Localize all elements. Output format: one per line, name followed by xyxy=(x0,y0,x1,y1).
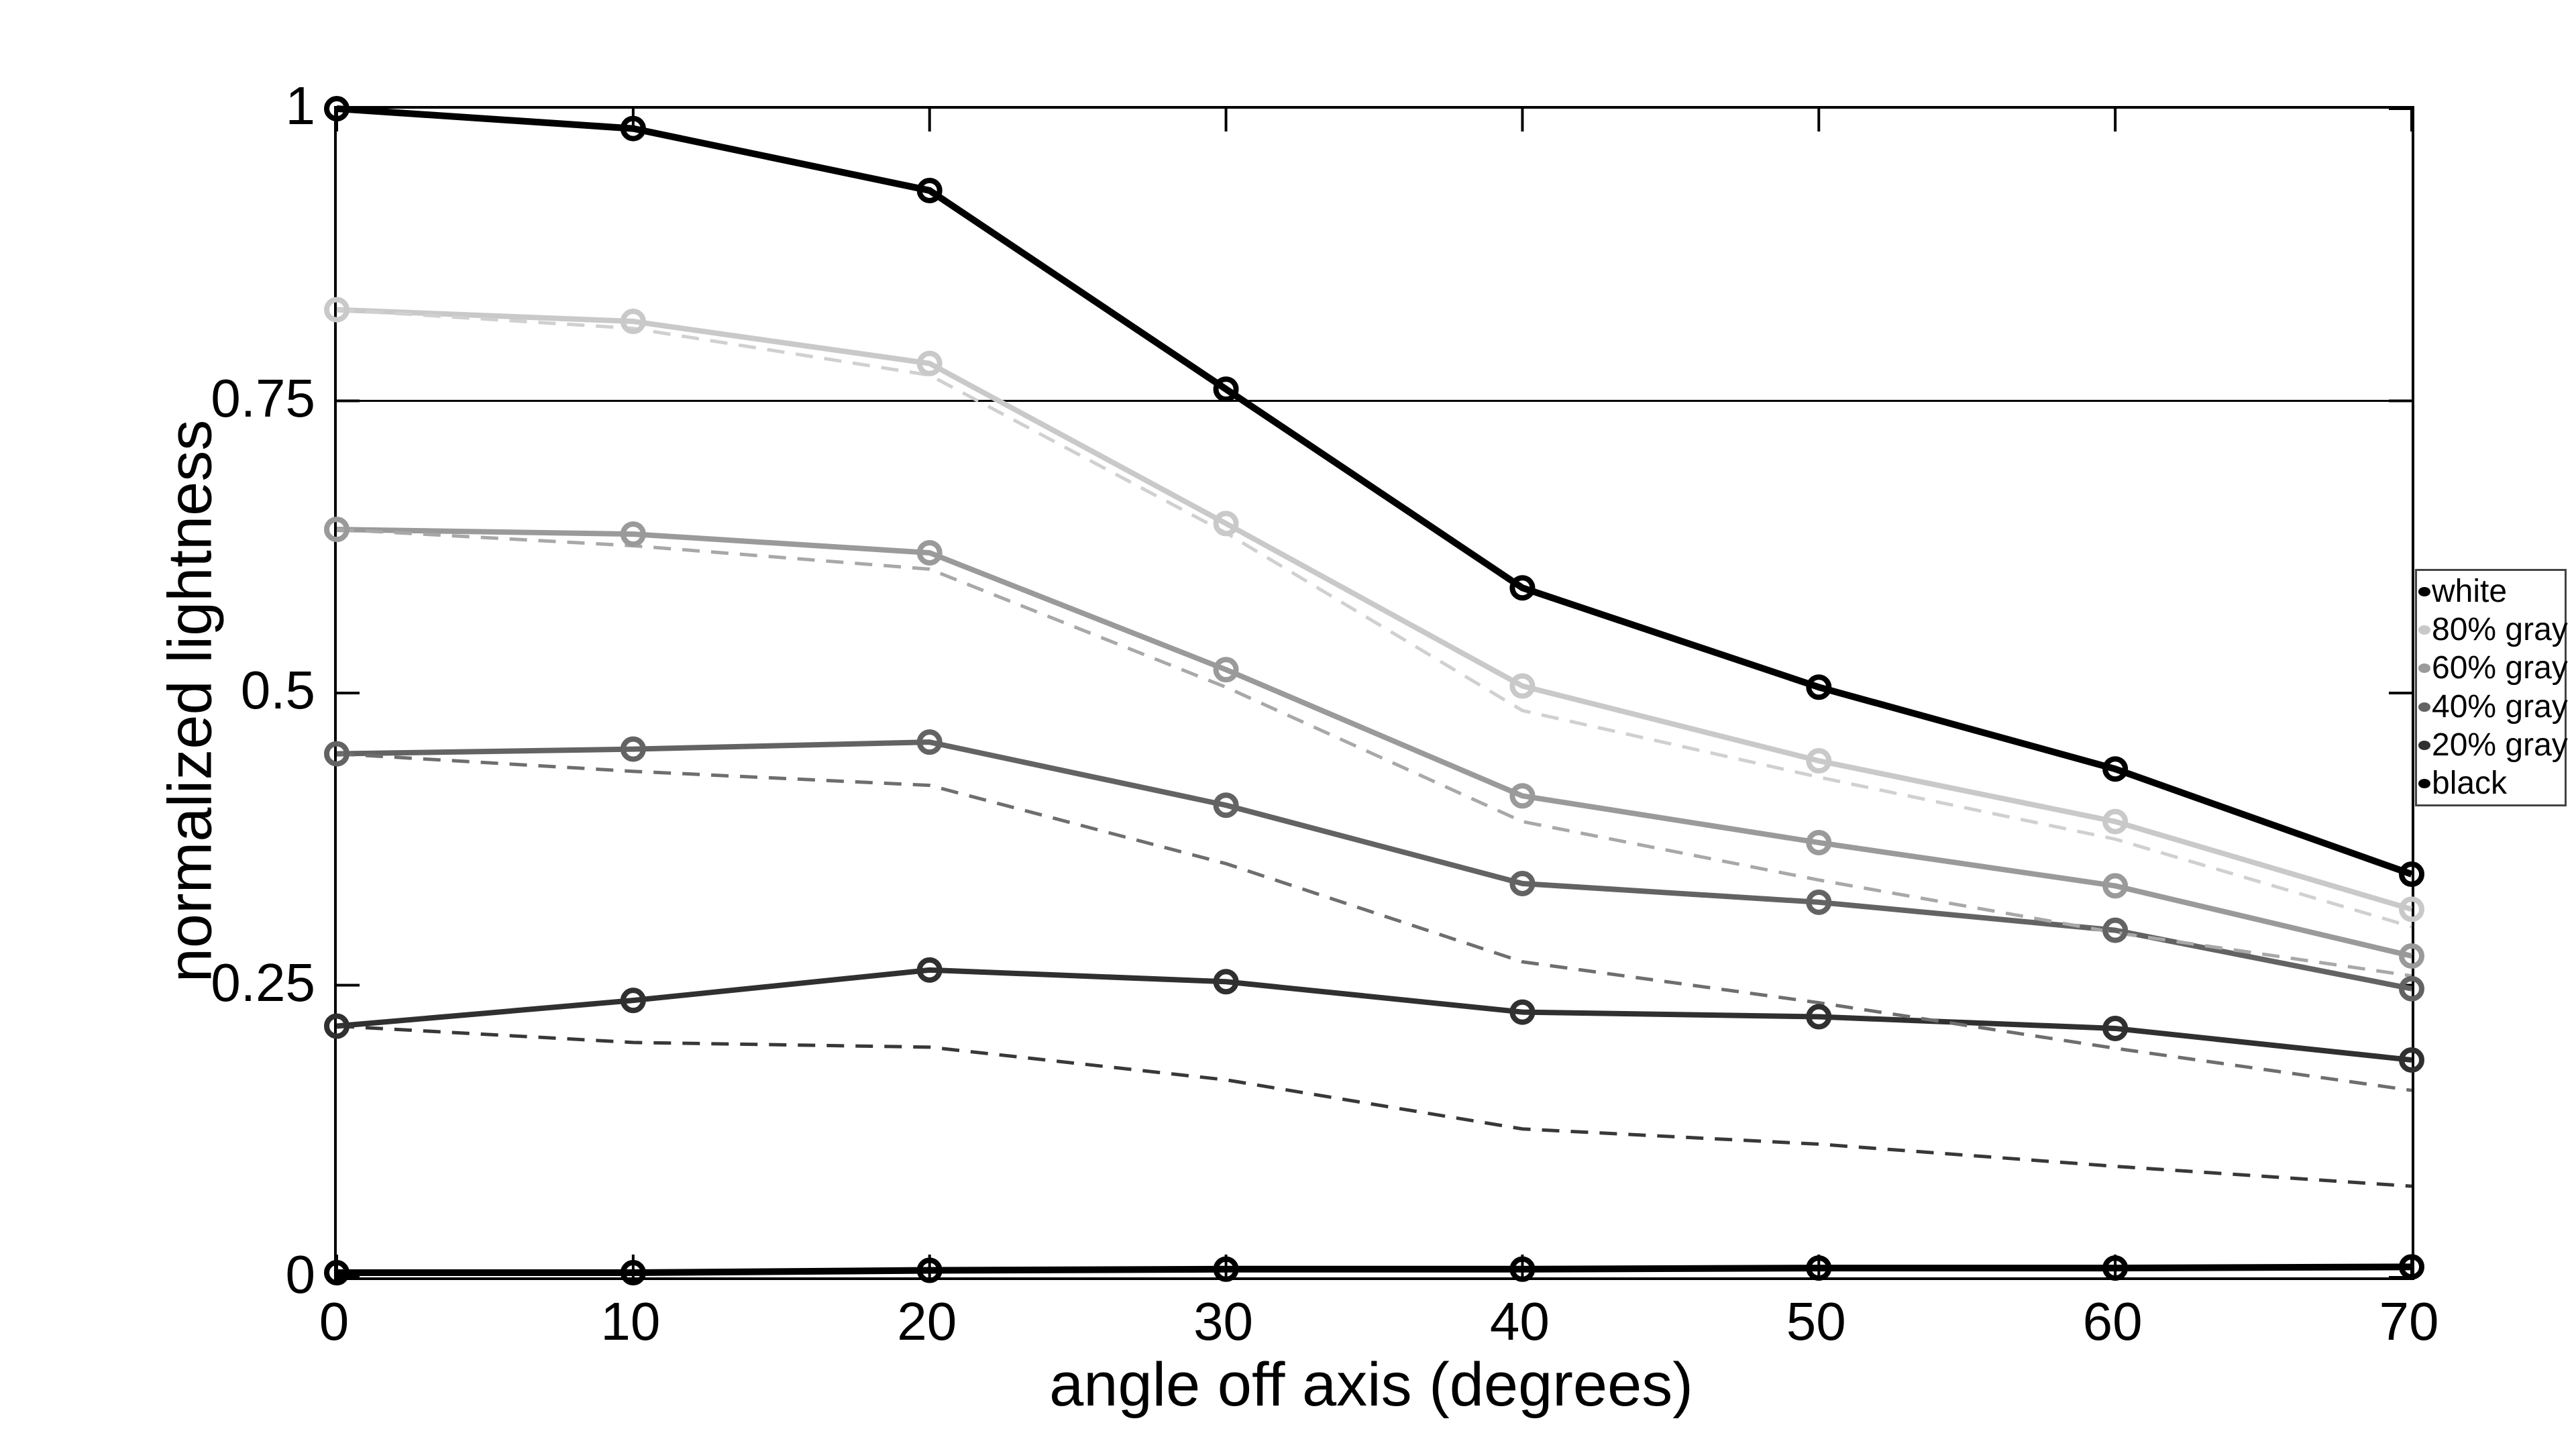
series-line-black xyxy=(337,1263,2412,1277)
legend-marker-icon xyxy=(2418,740,2430,750)
x-tick-label-40: 40 xyxy=(1489,1291,1550,1351)
x-tick-label-0: 0 xyxy=(319,1291,350,1351)
legend-marker-icon xyxy=(2418,586,2430,596)
marker-20-gray xyxy=(324,1013,350,1039)
marker-80-gray xyxy=(1806,748,1832,774)
legend-label: 80% gray xyxy=(2432,611,2568,647)
marker-60-gray xyxy=(1213,657,1239,683)
marker-80-gray xyxy=(916,350,943,376)
x-tick-label-10: 10 xyxy=(600,1291,661,1351)
legend-item-black: black xyxy=(2418,765,2565,803)
marker-20-gray xyxy=(620,988,646,1014)
marker-60-gray xyxy=(1509,783,1536,809)
marker-black xyxy=(620,1260,646,1286)
x-tick-label-60: 60 xyxy=(2082,1291,2143,1351)
marker-60-gray xyxy=(2102,873,2129,899)
marker-20-gray xyxy=(916,957,943,983)
x-tick-label-50: 50 xyxy=(1786,1291,1846,1351)
y-tick-label-0: 0 xyxy=(285,1244,316,1304)
x-tick-label-70: 70 xyxy=(2379,1291,2439,1351)
marker-black xyxy=(324,1260,350,1286)
legend-item-40-gray: 40% gray xyxy=(2418,688,2568,726)
marker-80-gray xyxy=(620,309,646,335)
y-tick-label-1: 1 xyxy=(285,76,316,136)
marker-60-gray xyxy=(620,521,646,547)
marker-20-gray xyxy=(1806,1004,1832,1030)
marker-80-gray xyxy=(2399,896,2424,922)
marker-40-gray xyxy=(2102,917,2129,943)
marker-white xyxy=(324,96,350,121)
plot-area xyxy=(324,96,2424,1286)
legend-marker-icon xyxy=(2418,779,2430,789)
marker-40-gray xyxy=(1509,870,1536,896)
dashed-line-80-gray-dashed- xyxy=(336,308,2412,929)
chart-canvas xyxy=(324,96,2424,1286)
dashed-line-20-gray-dashed- xyxy=(336,1024,2412,1188)
y-tick-label-0_75: 0.75 xyxy=(211,368,315,428)
marker-black xyxy=(2102,1255,2129,1281)
marker-40-gray xyxy=(620,736,646,762)
legend-label: white xyxy=(2432,573,2508,609)
marker-40-gray xyxy=(2399,975,2424,1002)
marker-80-gray xyxy=(324,297,350,323)
legend-marker-icon xyxy=(2418,664,2430,674)
x-tick-label-20: 20 xyxy=(897,1291,957,1351)
marker-60-gray xyxy=(2399,943,2424,969)
marker-white xyxy=(916,177,943,203)
y-tick-label-0_25: 0.25 xyxy=(211,952,315,1012)
x-tick-label-30: 30 xyxy=(1193,1291,1254,1351)
legend-item-20-gray: 20% gray xyxy=(2418,726,2568,764)
series-line-20-gray xyxy=(336,967,2412,1063)
legend-label: 20% gray xyxy=(2432,727,2568,763)
legend-item-80-gray: 80% gray xyxy=(2418,611,2568,649)
marker-white xyxy=(1509,575,1536,601)
series-line-white xyxy=(336,105,2413,878)
dashed-line-40-gray-dashed- xyxy=(336,752,2412,1092)
marker-60-gray xyxy=(1806,829,1832,855)
dashed-line-60-gray-dashed- xyxy=(336,527,2412,978)
marker-white xyxy=(2102,756,2129,782)
marker-black xyxy=(1806,1255,1832,1281)
marker-40-gray xyxy=(1213,792,1239,818)
series-line-40-gray xyxy=(336,739,2412,992)
legend-label: black xyxy=(2432,765,2508,802)
legend-marker-icon xyxy=(2418,625,2430,635)
series-line-60-gray xyxy=(336,527,2412,959)
marker-80-gray xyxy=(1213,511,1239,537)
marker-80-gray xyxy=(1509,673,1536,699)
marker-white xyxy=(1806,674,1832,700)
x-axis-title: angle off axis (degrees) xyxy=(1049,1350,1693,1419)
legend-item-white: white xyxy=(2418,572,2565,611)
legend-marker-icon xyxy=(2418,702,2430,712)
marker-40-gray xyxy=(1806,889,1832,915)
marker-60-gray xyxy=(324,517,350,543)
marker-white xyxy=(620,115,646,142)
marker-60-gray xyxy=(916,539,943,566)
marker-20-gray xyxy=(2399,1047,2424,1073)
marker-white xyxy=(2399,861,2424,888)
marker-black xyxy=(1509,1256,1536,1282)
legend: white 80% gray 60% gray 40% gray 20% gray bla… xyxy=(2415,569,2568,806)
legend-label: 40% gray xyxy=(2432,688,2568,725)
marker-20-gray xyxy=(1213,969,1239,995)
marker-black xyxy=(916,1257,943,1283)
series-line-80-gray xyxy=(336,307,2413,912)
marker-80-gray xyxy=(2102,808,2129,835)
y-tick-label-0_5: 0.5 xyxy=(240,660,315,720)
marker-black xyxy=(2399,1254,2424,1280)
marker-40-gray xyxy=(916,729,943,755)
marker-20-gray xyxy=(2102,1015,2129,1041)
marker-20-gray xyxy=(1509,999,1536,1025)
marker-40-gray xyxy=(324,741,350,767)
legend-label: 60% gray xyxy=(2432,650,2568,686)
marker-black xyxy=(1213,1256,1239,1282)
marker-white xyxy=(1213,376,1239,403)
legend-item-60-gray: 60% gray xyxy=(2418,649,2568,688)
